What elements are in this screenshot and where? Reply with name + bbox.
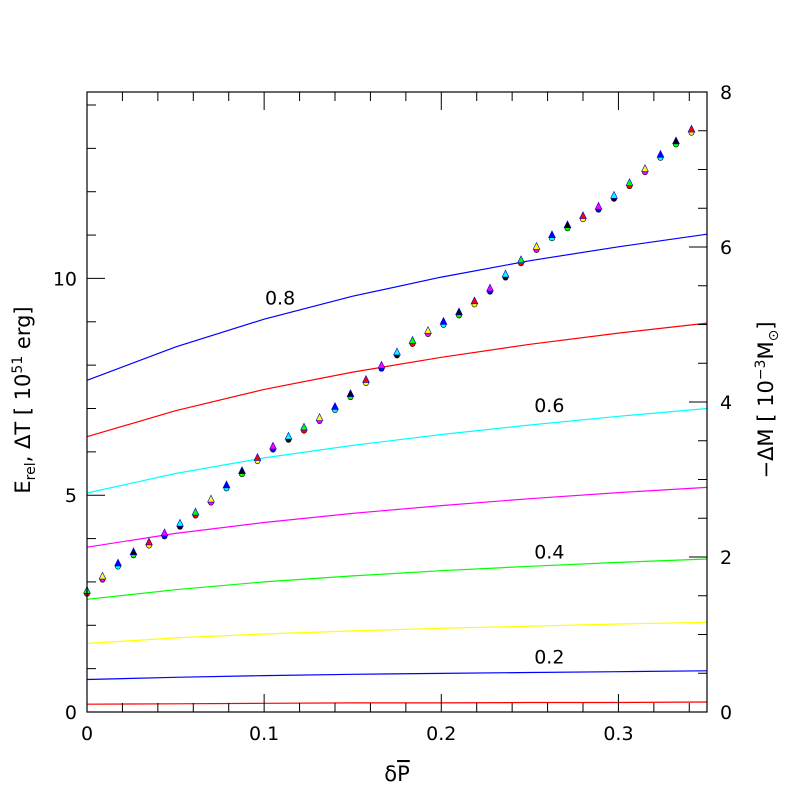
mass-loss-point-triangle xyxy=(625,178,634,186)
y-right-axis-label: −ΔM [ 10−3M⊙] xyxy=(753,321,782,478)
y-right-tick-label: 8 xyxy=(720,82,732,104)
energy-curve-8 xyxy=(86,701,708,705)
x-axis-label-bar: P xyxy=(397,762,410,786)
mass-loss-point-triangle xyxy=(331,401,339,410)
mass-loss-point-triangle xyxy=(222,480,231,489)
axis-ticks xyxy=(86,91,707,713)
mass-loss-point-triangle xyxy=(594,201,603,210)
mass-loss-point-triangle xyxy=(439,316,448,325)
mass-loss-point-triangle xyxy=(455,307,463,316)
curve-label: 0.4 xyxy=(534,542,564,564)
tick-labels: 0 0.1 0.2 0.3 0 5 10 0 2 4 6 8 xyxy=(53,82,732,745)
y-left-tick-label: 0 xyxy=(65,702,77,724)
energy-curve-7 xyxy=(86,670,708,681)
energy-curve-4 xyxy=(86,486,708,548)
y-left-tick-label: 5 xyxy=(65,485,77,507)
curve-label: 0.8 xyxy=(265,287,295,309)
mass-loss-point-triangle xyxy=(362,374,370,383)
mass-loss-point-triangle xyxy=(563,220,572,229)
mass-loss-point-triangle xyxy=(517,255,525,264)
mass-loss-point-triangle xyxy=(207,494,215,503)
curve-label: 0.2 xyxy=(534,646,564,668)
mass-loss-point-triangle xyxy=(532,241,541,250)
x-tick-label: 0.1 xyxy=(249,723,279,745)
x-tick-label: 0 xyxy=(81,723,93,745)
curve-label: 0.6 xyxy=(534,395,564,417)
y-right-tick-label: 0 xyxy=(720,702,732,724)
y-right-tick-label: 6 xyxy=(720,237,732,259)
mass-loss-point-triangle xyxy=(408,335,417,344)
mass-loss-markers xyxy=(83,124,696,597)
mass-loss-point-triangle xyxy=(470,296,479,305)
mass-loss-point-triangle xyxy=(238,466,246,474)
mass-loss-point-triangle xyxy=(160,528,169,537)
plot-frame xyxy=(86,91,708,713)
y-left-tick-label: 10 xyxy=(53,268,77,290)
mass-loss-point-triangle xyxy=(687,124,696,133)
mass-loss-point-triangle xyxy=(579,211,587,219)
energy-curve-6 xyxy=(86,621,708,645)
y-right-tick-label: 2 xyxy=(720,547,732,569)
y-left-axis-label: Erel, ΔT [ 1051 erg] xyxy=(10,306,39,493)
mass-loss-point-triangle xyxy=(191,507,200,516)
energy-curve-3 xyxy=(86,407,708,494)
mass-loss-point-triangle xyxy=(300,422,308,431)
mass-loss-point-triangle xyxy=(129,547,138,555)
mass-loss-point-triangle xyxy=(548,230,556,239)
mass-loss-point-triangle xyxy=(176,518,184,527)
mass-loss-point-triangle xyxy=(114,558,122,567)
energy-curves xyxy=(86,233,708,705)
mass-loss-point-triangle xyxy=(672,136,680,145)
mass-loss-point-triangle xyxy=(393,347,401,356)
x-tick-label: 0.3 xyxy=(603,723,633,745)
mass-loss-point-triangle xyxy=(424,326,432,334)
y-right-tick-label: 4 xyxy=(720,392,732,414)
mass-loss-point-triangle xyxy=(641,164,649,172)
x-axis-label: δP xyxy=(384,762,410,786)
curve-labels: 0.8 0.6 0.4 0.2 xyxy=(265,287,564,668)
mass-loss-point-triangle xyxy=(315,413,324,421)
mass-loss-point-triangle xyxy=(98,571,107,580)
mass-loss-point-triangle xyxy=(656,149,665,158)
mass-loss-point-triangle xyxy=(145,537,153,546)
energy-curve-2 xyxy=(86,322,708,438)
energy-curve-5 xyxy=(86,558,708,600)
energy-curve-1 xyxy=(86,233,708,381)
x-tick-label: 0.2 xyxy=(426,723,456,745)
mass-loss-point-triangle xyxy=(269,441,277,450)
mass-loss-point-triangle xyxy=(501,269,510,278)
mass-loss-point-triangle xyxy=(377,360,386,369)
mass-loss-point-triangle xyxy=(486,283,494,292)
mass-loss-point-triangle xyxy=(284,431,293,440)
mass-loss-point-triangle xyxy=(253,452,262,461)
mass-loss-point-triangle xyxy=(610,190,618,199)
mass-loss-point-triangle xyxy=(346,389,355,397)
